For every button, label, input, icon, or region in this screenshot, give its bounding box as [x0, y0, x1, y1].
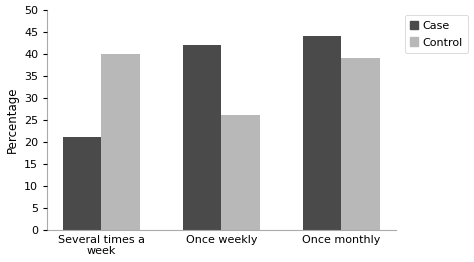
- Legend: Case, Control: Case, Control: [405, 15, 468, 53]
- Bar: [221, 115, 260, 230]
- Bar: [101, 54, 140, 230]
- Bar: [63, 137, 101, 230]
- Bar: [303, 36, 341, 230]
- Bar: [183, 45, 221, 230]
- Y-axis label: Percentage: Percentage: [6, 86, 18, 153]
- Bar: [341, 58, 380, 230]
